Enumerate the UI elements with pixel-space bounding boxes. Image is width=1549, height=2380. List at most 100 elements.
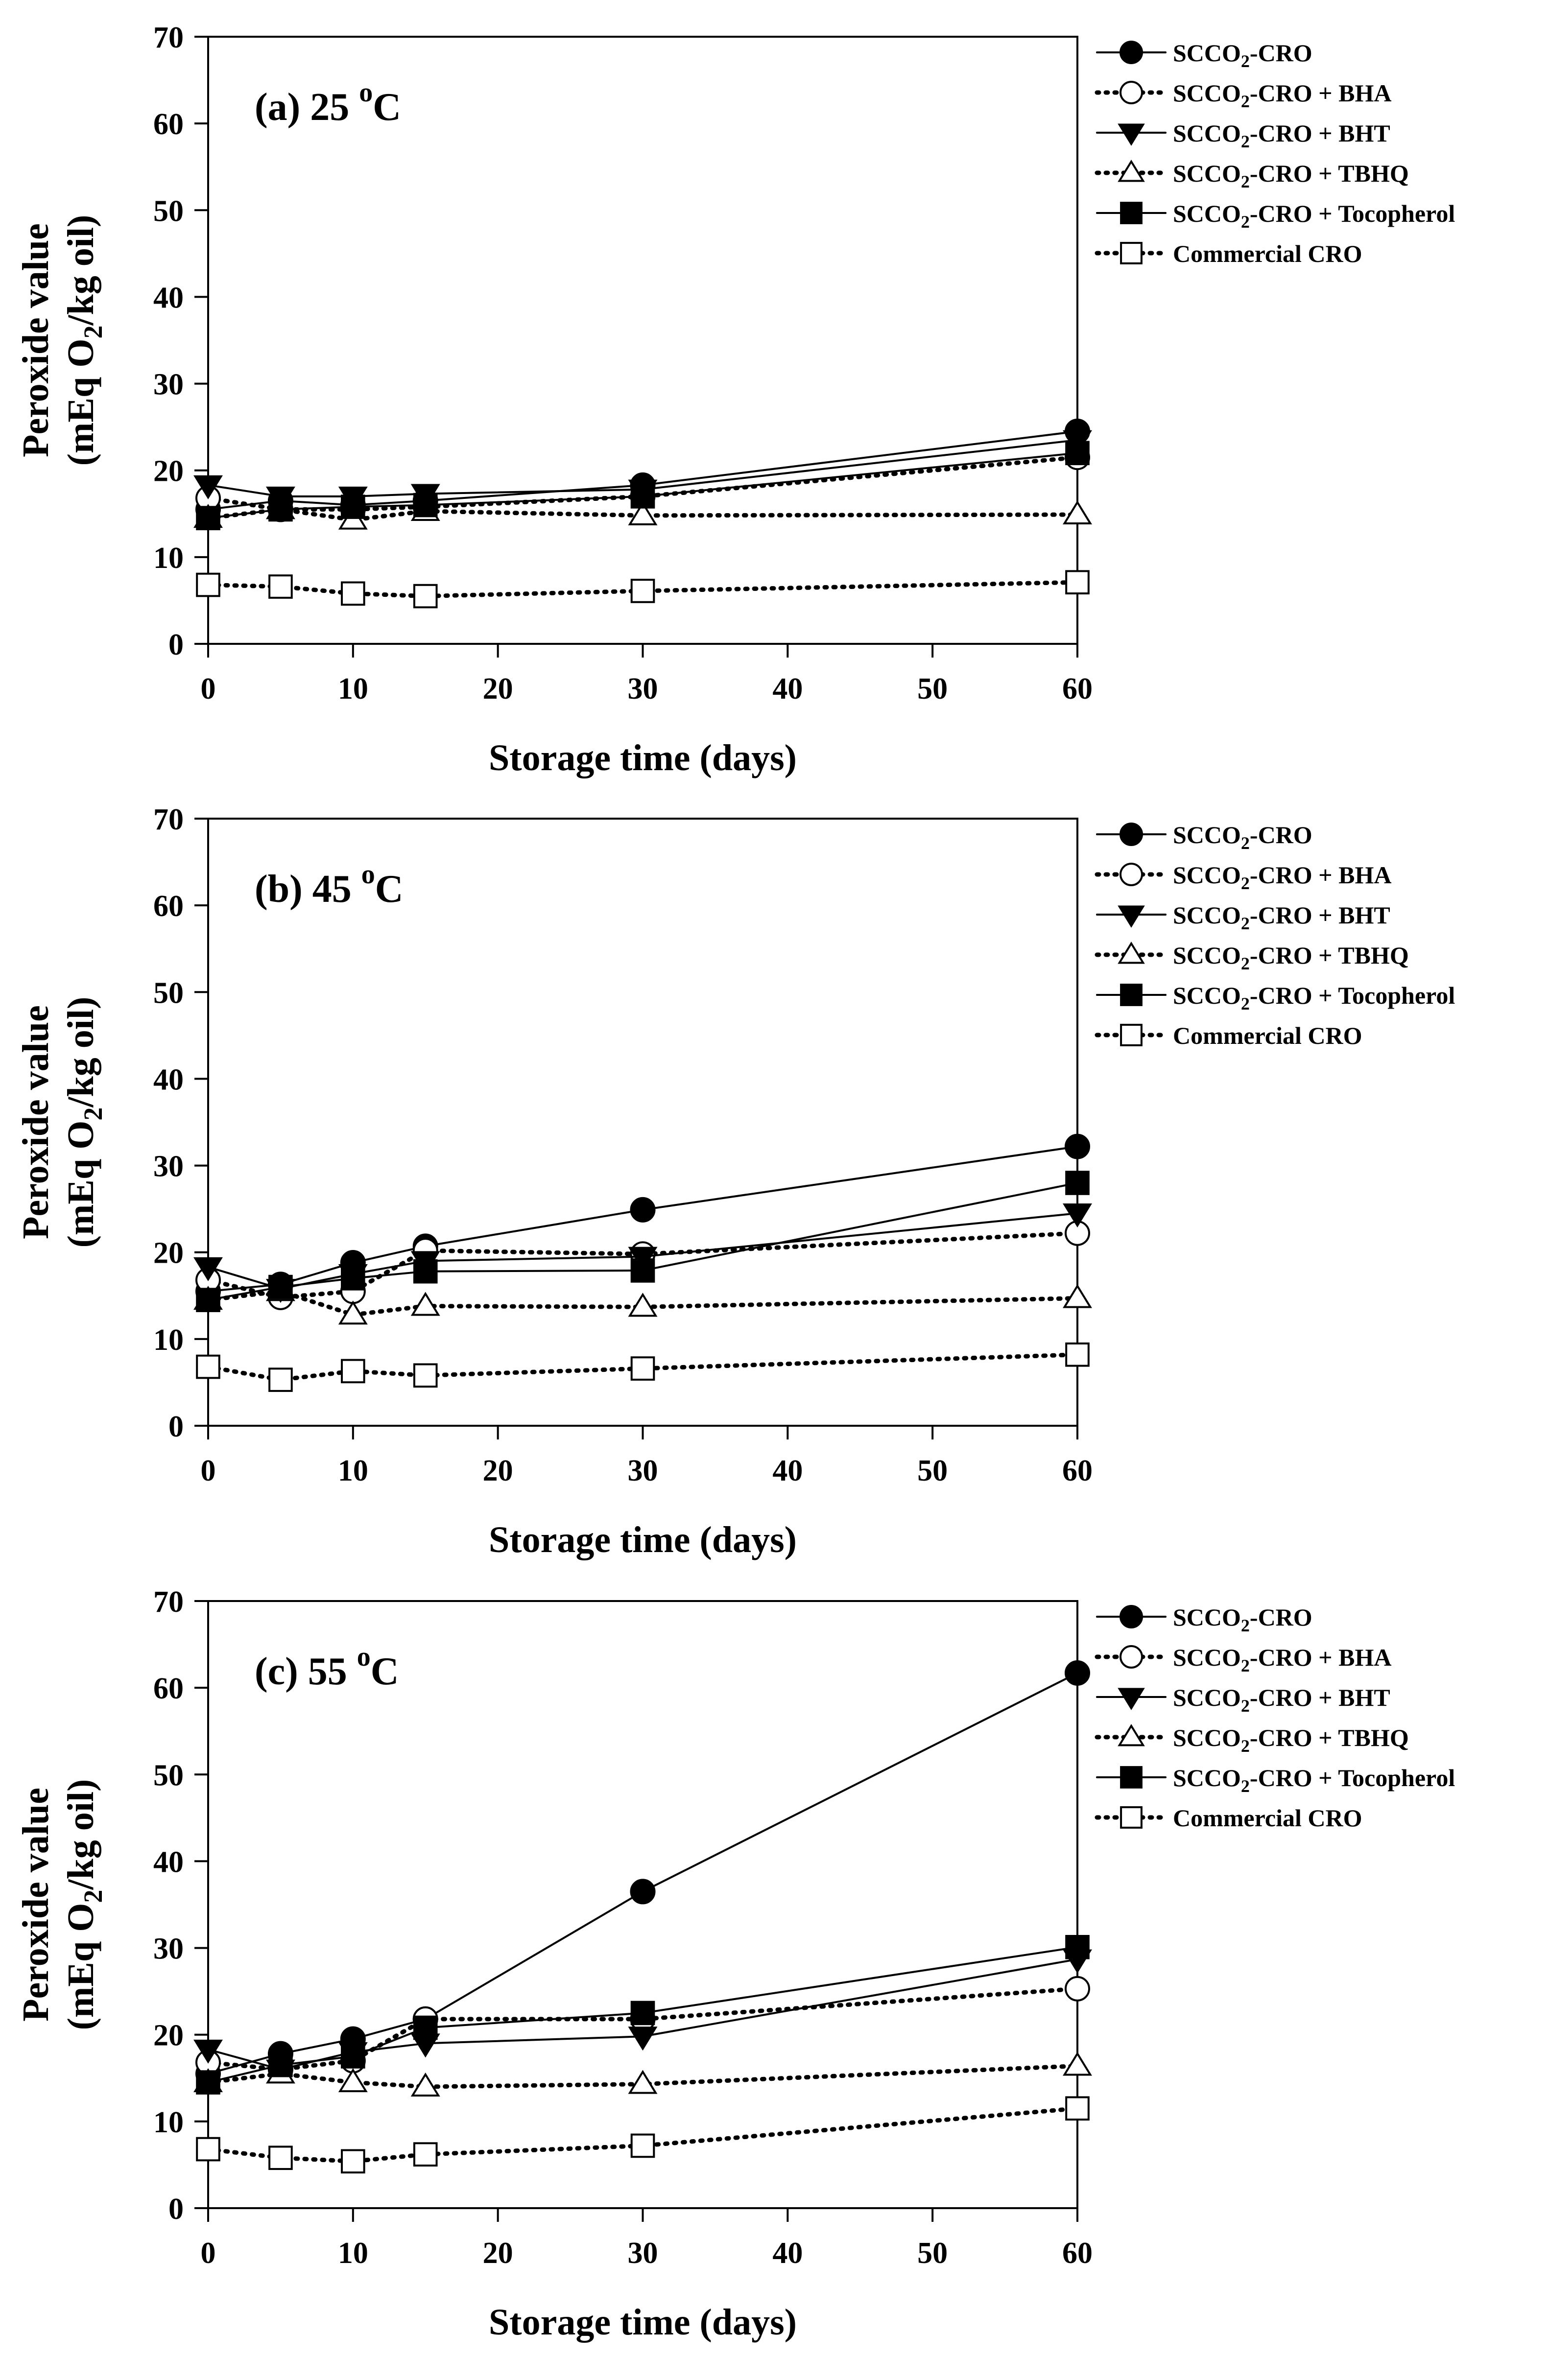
series-5 xyxy=(196,1171,1090,1312)
legend-label: Commercial CRO xyxy=(1173,1022,1362,1049)
legend-label: SCCO2-CRO + BHT xyxy=(1173,901,1390,933)
y-tick-label: 40 xyxy=(153,281,184,314)
y-tick-label: 40 xyxy=(153,1063,184,1096)
legend-item: Commercial CRO xyxy=(1095,1022,1362,1049)
y-tick-label: 70 xyxy=(153,21,184,54)
legend-label: SCCO2-CRO + BHA xyxy=(1173,861,1392,893)
y-tick-label: 60 xyxy=(153,108,184,141)
x-tick-label: 20 xyxy=(483,1454,513,1487)
series-4 xyxy=(193,1277,1092,1325)
y-tick-label: 30 xyxy=(153,1932,184,1966)
x-tick-label: 20 xyxy=(483,2237,513,2270)
y-tick-label: 60 xyxy=(153,1672,184,1705)
legend-item: SCCO2-CRO + Tocopherol xyxy=(1096,982,1455,1013)
x-tick-label: 10 xyxy=(338,1454,368,1487)
legend-item: SCCO2-CRO + Tocopherol xyxy=(1096,200,1455,232)
data-point xyxy=(628,2070,658,2094)
legend-label: SCCO2-CRO + Tocopherol xyxy=(1173,200,1455,232)
data-point xyxy=(268,497,293,522)
y-tick-label: 70 xyxy=(153,1585,184,1619)
data-point xyxy=(338,2068,368,2093)
y-axis-title-line1: Peroxide value xyxy=(15,1005,56,1239)
data-point xyxy=(341,1359,365,1384)
y-tick-label: 10 xyxy=(153,1323,184,1357)
series-5 xyxy=(196,441,1090,530)
x-tick-label: 50 xyxy=(917,2237,948,2270)
legend-item: Commercial CRO xyxy=(1095,240,1362,267)
data-point xyxy=(413,493,438,518)
data-point xyxy=(628,1293,658,1317)
legend-item: SCCO2-CRO + TBHQ xyxy=(1095,942,1409,973)
x-tick-label: 40 xyxy=(772,2237,803,2270)
y-tick-label: 0 xyxy=(168,1410,184,1443)
y-tick-label: 50 xyxy=(153,1759,184,1792)
legend-item: SCCO2-CRO xyxy=(1096,39,1312,71)
legend-item: SCCO2-CRO + TBHQ xyxy=(1095,1724,1409,1756)
legend-marker xyxy=(1120,823,1143,846)
legend-label: SCCO2-CRO xyxy=(1173,1603,1312,1635)
legend-label: SCCO2-CRO xyxy=(1173,39,1312,71)
data-point xyxy=(630,2001,655,2026)
x-tick-label: 10 xyxy=(338,672,368,706)
data-point xyxy=(1063,500,1092,525)
x-tick-label: 30 xyxy=(628,672,658,706)
data-point xyxy=(1065,2096,1090,2121)
legend-marker xyxy=(1120,1806,1143,1829)
x-tick-label: 40 xyxy=(772,672,803,706)
data-point xyxy=(341,495,365,519)
data-point xyxy=(630,1258,655,1283)
data-point xyxy=(341,581,365,606)
data-point xyxy=(630,2133,655,2158)
legend-item: SCCO2-CRO xyxy=(1096,821,1312,853)
data-point xyxy=(196,572,220,597)
legend-item: SCCO2-CRO + BHA xyxy=(1095,861,1392,893)
y-tick-label: 30 xyxy=(153,1150,184,1183)
data-point xyxy=(413,1259,438,1284)
data-point xyxy=(268,1367,293,1392)
y-tick-label: 40 xyxy=(153,1845,184,1879)
legend-item: SCCO2-CRO + BHT xyxy=(1096,901,1390,933)
data-point xyxy=(413,2142,438,2167)
data-point xyxy=(268,2052,293,2077)
legend-item: SCCO2-CRO + BHT xyxy=(1096,1684,1390,1716)
data-point xyxy=(1065,1935,1090,1959)
data-point xyxy=(1065,441,1090,466)
data-point xyxy=(196,1354,220,1379)
data-point xyxy=(193,475,223,499)
legend-marker xyxy=(1120,1645,1143,1669)
y-tick-label: 20 xyxy=(153,455,184,488)
y-tick-label: 20 xyxy=(153,1237,184,1270)
series-6 xyxy=(196,570,1090,609)
data-point xyxy=(1063,1203,1092,1228)
y-tick-label: 30 xyxy=(153,368,184,401)
data-point xyxy=(630,1356,655,1381)
legend-label: SCCO2-CRO + Tocopherol xyxy=(1173,1764,1455,1796)
legend-marker xyxy=(1118,1688,1145,1710)
x-axis-title: Storage time (days) xyxy=(489,2302,797,2343)
legend-marker xyxy=(1118,942,1145,964)
y-axis-title-line2: (mEq O2/kg oil) xyxy=(60,997,108,1248)
x-tick-label: 0 xyxy=(201,2237,216,2270)
legend-marker xyxy=(1120,984,1143,1006)
x-tick-label: 60 xyxy=(1062,672,1093,706)
legend-marker xyxy=(1120,1024,1143,1046)
data-point xyxy=(196,506,220,530)
legend-label: SCCO2-CRO + BHA xyxy=(1173,79,1392,111)
data-point xyxy=(1063,2051,1092,2076)
x-tick-label: 0 xyxy=(201,1454,216,1487)
y-tick-label: 10 xyxy=(153,2106,184,2139)
data-point xyxy=(630,1879,656,1905)
legend-label: Commercial CRO xyxy=(1173,1804,1362,1832)
legend-label: SCCO2-CRO + TBHQ xyxy=(1173,160,1409,191)
legend-marker xyxy=(1120,202,1143,224)
series-6 xyxy=(196,1342,1090,1392)
legend-marker xyxy=(1120,1766,1143,1789)
legend-label: SCCO2-CRO + BHT xyxy=(1173,1684,1390,1716)
y-tick-label: 70 xyxy=(153,803,184,836)
series-5 xyxy=(196,1935,1090,2095)
y-axis-title-line1: Peroxide value xyxy=(15,223,56,457)
panel-c: 0 10 20 30 40 50 60 70 0 10 20 30 40 50 60 Storage time… xyxy=(15,1585,1455,2343)
data-point xyxy=(628,501,658,525)
legend-label: SCCO2-CRO + TBHQ xyxy=(1173,1724,1409,1756)
